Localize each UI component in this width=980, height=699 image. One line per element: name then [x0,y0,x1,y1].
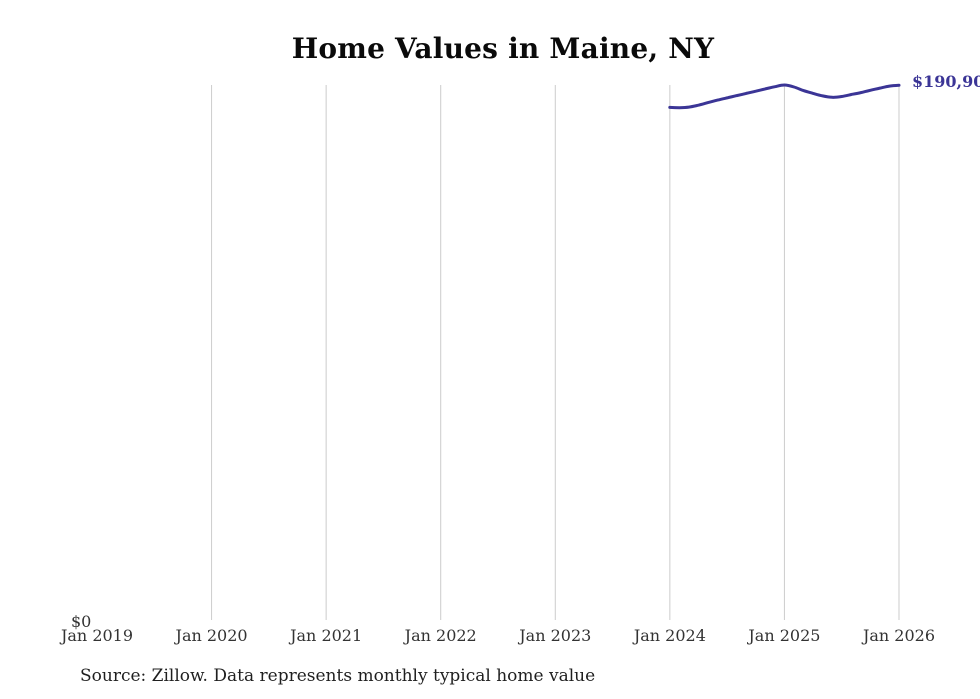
x-axis-label: Jan 2019 [60,626,134,645]
y-axis-zero-label: $0 [71,612,92,631]
end-value-label: $190,900 [911,72,980,92]
x-axis-label: Jan 2026 [862,626,936,645]
gridlines [211,85,900,620]
value-line [668,83,901,110]
x-axis-label: Jan 2021 [290,626,363,645]
x-axis-label: Jan 2025 [748,626,821,645]
x-axis-label: Jan 2024 [633,626,706,645]
source-note: Source: Zillow. Data represents monthly … [80,666,596,686]
x-axis-label: Jan 2023 [519,626,592,645]
chart-title: Home Values in Maine, NY [291,32,715,65]
x-axis-label: Jan 2022 [404,626,477,645]
x-axis-label: Jan 2020 [175,626,248,645]
